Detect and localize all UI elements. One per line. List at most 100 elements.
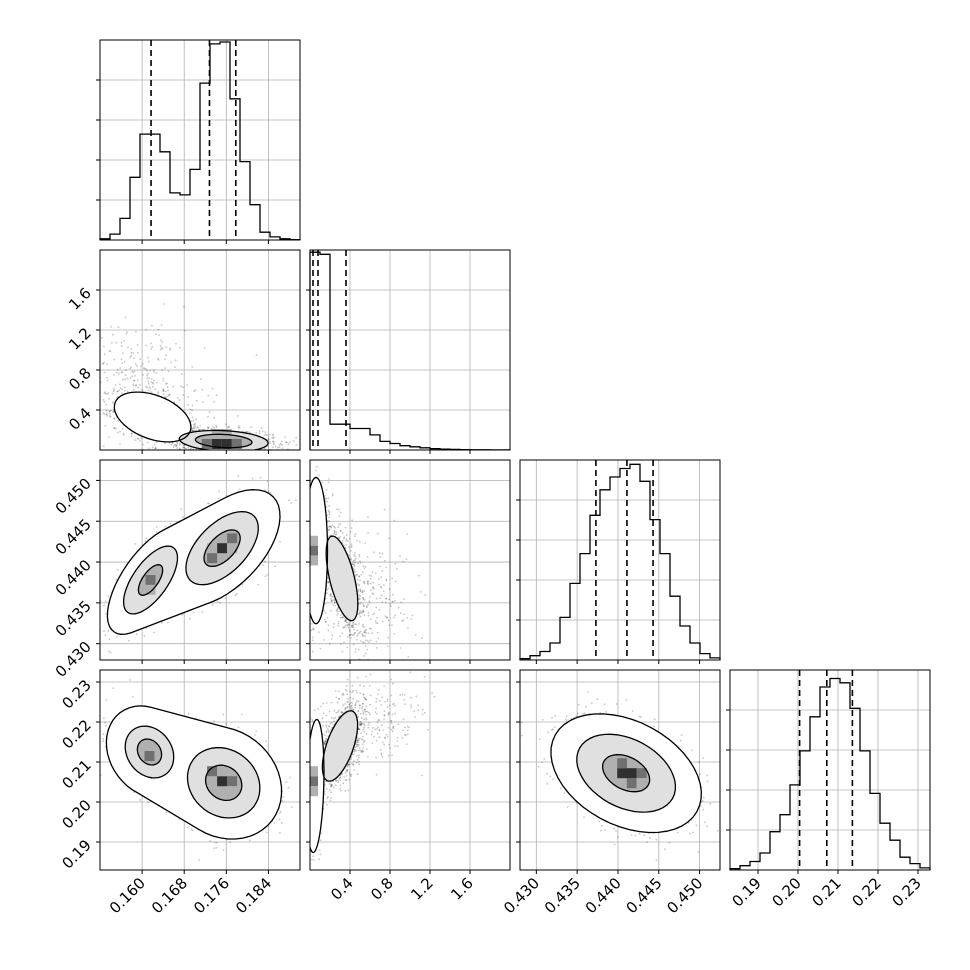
sample-point bbox=[224, 450, 226, 452]
sample-point bbox=[238, 488, 241, 491]
sample-point bbox=[166, 386, 169, 389]
sample-point bbox=[136, 437, 139, 440]
sample-point bbox=[179, 346, 181, 349]
sample-point bbox=[304, 441, 306, 443]
sample-point bbox=[168, 442, 171, 444]
sample-point bbox=[97, 385, 99, 387]
sample-point bbox=[151, 385, 154, 388]
sample-point bbox=[176, 463, 178, 465]
sample-point bbox=[146, 374, 149, 377]
sample-point bbox=[115, 427, 117, 430]
sample-point bbox=[165, 383, 167, 385]
sample-point bbox=[215, 394, 218, 397]
sample-point bbox=[142, 373, 145, 376]
sample-point bbox=[219, 453, 221, 455]
sample-point bbox=[272, 440, 274, 443]
sample-point bbox=[111, 392, 114, 395]
sample-point bbox=[250, 451, 252, 453]
sample-point bbox=[219, 601, 221, 604]
sample-point bbox=[126, 390, 129, 393]
sample-point bbox=[107, 436, 110, 438]
density-cell bbox=[221, 439, 232, 449]
sample-point bbox=[210, 452, 212, 454]
sample-point bbox=[191, 416, 194, 419]
sample-point bbox=[164, 367, 167, 370]
sample-point bbox=[195, 399, 198, 402]
sample-point bbox=[97, 388, 99, 390]
sample-point bbox=[202, 401, 204, 403]
sample-point bbox=[201, 388, 204, 391]
sample-point bbox=[207, 427, 210, 429]
sample-point bbox=[288, 441, 291, 444]
sample-point bbox=[127, 639, 130, 642]
sample-point bbox=[236, 451, 238, 453]
panel-frame bbox=[309, 249, 511, 451]
sample-point bbox=[134, 363, 137, 365]
sample-point bbox=[155, 526, 158, 528]
sample-point bbox=[175, 445, 178, 448]
sample-point bbox=[266, 434, 268, 437]
sample-point bbox=[113, 426, 116, 429]
sample-point bbox=[104, 613, 107, 615]
sample-point bbox=[203, 454, 205, 456]
sample-point bbox=[162, 379, 165, 382]
scatter-panel-2-0 bbox=[99, 459, 301, 661]
sample-point bbox=[272, 433, 275, 436]
sample-point bbox=[150, 378, 153, 380]
density-cell bbox=[231, 439, 242, 449]
sample-point bbox=[169, 347, 172, 350]
sample-point bbox=[255, 431, 258, 434]
sample-point bbox=[141, 388, 144, 391]
sample-point bbox=[237, 415, 239, 417]
sample-point bbox=[183, 447, 185, 449]
sample-point bbox=[266, 480, 269, 483]
sample-point bbox=[198, 429, 201, 431]
sample-point bbox=[176, 441, 179, 444]
sample-point bbox=[232, 451, 234, 453]
sample-point bbox=[143, 367, 145, 370]
sample-point bbox=[184, 329, 187, 332]
sample-point bbox=[107, 392, 110, 394]
sample-point bbox=[112, 411, 115, 413]
sample-point bbox=[251, 477, 254, 480]
sample-point bbox=[216, 600, 219, 603]
sample-point bbox=[132, 352, 135, 354]
sample-point bbox=[105, 403, 108, 406]
sample-point bbox=[133, 379, 136, 382]
sample-point bbox=[187, 396, 190, 399]
sample-point bbox=[145, 368, 148, 371]
sample-point bbox=[133, 357, 135, 360]
sample-point bbox=[175, 342, 177, 345]
sample-point bbox=[192, 611, 195, 614]
sample-point bbox=[157, 357, 159, 360]
sample-point bbox=[238, 425, 240, 428]
sample-point bbox=[130, 366, 132, 368]
sample-point bbox=[108, 350, 111, 352]
sample-point bbox=[116, 568, 119, 571]
sample-point bbox=[255, 453, 257, 455]
sample-point bbox=[207, 394, 210, 397]
sample-point bbox=[130, 354, 133, 357]
sample-point bbox=[152, 382, 154, 384]
sample-point bbox=[215, 426, 218, 428]
sample-point bbox=[108, 638, 111, 641]
histogram-panel-2 bbox=[516, 459, 721, 661]
sample-point bbox=[135, 384, 138, 386]
sample-point bbox=[180, 373, 183, 376]
sample-point bbox=[122, 432, 125, 435]
contour-line-level-3 bbox=[194, 433, 253, 449]
sample-point bbox=[139, 358, 142, 361]
sample-point bbox=[130, 348, 133, 351]
sample-point bbox=[107, 630, 110, 633]
sample-point bbox=[209, 453, 211, 455]
sample-point bbox=[187, 404, 190, 406]
sample-point bbox=[106, 413, 108, 416]
sample-point bbox=[109, 415, 112, 418]
sample-point bbox=[144, 367, 147, 370]
sample-point bbox=[258, 430, 261, 432]
sample-point bbox=[151, 324, 153, 327]
sample-point bbox=[163, 303, 165, 305]
sample-point bbox=[114, 384, 117, 386]
sample-point bbox=[218, 490, 220, 493]
sample-point bbox=[271, 436, 274, 439]
